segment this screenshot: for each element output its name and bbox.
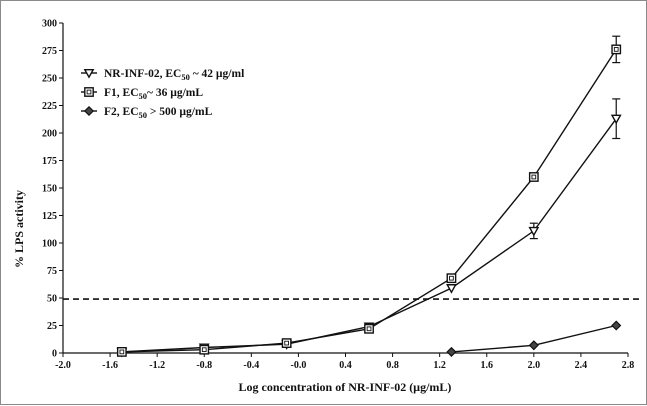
- plot-area: [116, 35, 622, 358]
- y-tick-label: 275: [42, 46, 57, 57]
- data-point-inner: [613, 47, 619, 52]
- y-axis-label: % LPS activity: [12, 190, 26, 268]
- legend-marker: [84, 87, 94, 97]
- y-tick-label: 200: [42, 129, 57, 140]
- data-point: [610, 114, 622, 125]
- data-point: [446, 273, 457, 284]
- x-tick-label: -2.0: [55, 360, 71, 371]
- series-line: [121, 118, 617, 353]
- data-point-inner: [284, 340, 289, 346]
- y-tick-label: 0: [52, 349, 57, 360]
- legend-marker: [83, 105, 95, 117]
- data-point: [446, 346, 457, 357]
- x-tick-label: -1.6: [102, 360, 118, 371]
- legend-marker: [83, 68, 95, 79]
- data-point: [528, 226, 540, 237]
- y-tick-label: 300: [42, 19, 57, 30]
- x-axis-label: Log concentration of NR-INF-02 (µg/mL): [239, 380, 452, 394]
- y-tick-label: 225: [42, 101, 57, 112]
- y-tick-label: 250: [42, 74, 57, 85]
- x-tick-label: 1.2: [433, 360, 446, 371]
- series-0: [116, 98, 622, 358]
- axes: 0 25 50 75 100 125 150 175 200 225 250 275 300 -2.0 -1…: [42, 19, 634, 372]
- x-tick-label: 2.0: [528, 360, 541, 371]
- data-point: [116, 347, 127, 357]
- y-tick-label: 75: [47, 266, 57, 277]
- data-point-inner: [119, 349, 125, 355]
- data-point-inner: [201, 347, 207, 353]
- y-tick-label: 100: [42, 239, 57, 250]
- y-tick-label: 50: [47, 294, 57, 305]
- x-tick-label: -1.2: [149, 360, 165, 371]
- legend-entry: F1, EC50~ 36 µg/mL: [104, 87, 203, 101]
- data-point-inner: [531, 174, 537, 180]
- data-point: [528, 340, 539, 351]
- data-point-inner: [449, 275, 454, 281]
- x-tick-label: 0.8: [386, 360, 399, 371]
- x-tick-label: 1.6: [481, 360, 494, 371]
- x-tick-label: 2.4: [575, 360, 588, 371]
- x-tick-label: 2.8: [622, 360, 635, 371]
- data-point: [611, 44, 622, 55]
- legend-entry: NR-INF-02, EC50 ~ 42 µg/ml: [104, 68, 244, 82]
- y-tick-label: 150: [42, 184, 57, 195]
- legend-marker-inner: [86, 89, 92, 95]
- legend: NR-INF-02, EC50 ~ 42 µg/ml F1, EC50~ 36 µ…: [81, 68, 244, 120]
- x-tick-label: 0.4: [339, 360, 352, 371]
- y-tick-label: 125: [42, 211, 57, 222]
- data-point: [446, 284, 457, 294]
- series-1: [116, 35, 622, 357]
- x-tick-label: -0.4: [243, 360, 259, 371]
- x-tick-label: -0.0: [290, 360, 306, 371]
- y-tick-label: 25: [47, 321, 57, 332]
- data-point: [528, 172, 539, 182]
- data-point: [611, 320, 622, 331]
- legend-entry: F2, EC50 > 500 µg/mL: [104, 106, 213, 120]
- y-tick-label: 175: [42, 156, 57, 167]
- data-point: [281, 338, 292, 348]
- data-point: [199, 344, 210, 355]
- series-2: [446, 320, 622, 357]
- x-tick-label: -0.8: [196, 360, 212, 371]
- data-point-inner: [366, 326, 372, 332]
- data-point: [364, 323, 374, 334]
